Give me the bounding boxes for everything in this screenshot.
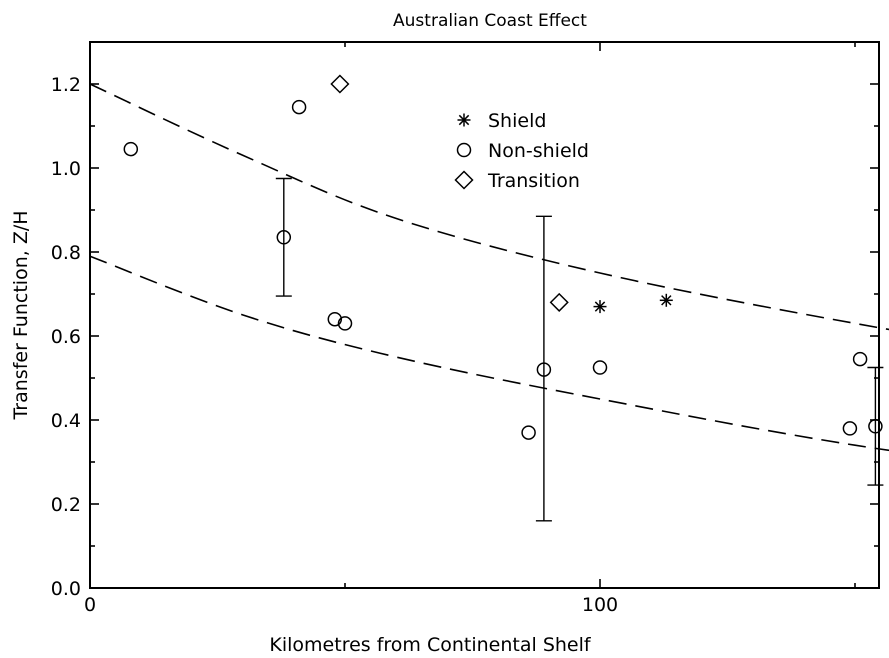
circle-point	[327, 311, 343, 327]
series-shield	[593, 293, 673, 314]
x-tick-label: 0	[84, 594, 96, 616]
legend-marker	[456, 142, 472, 158]
circle-point	[276, 230, 292, 245]
diamond-point	[330, 74, 350, 94]
legend-label: Shield	[488, 110, 546, 132]
legend-label: Non-shield	[488, 140, 589, 162]
axes: 01002003004000.00.20.40.60.81.01.2	[51, 41, 879, 616]
circle-point	[852, 351, 868, 367]
y-tick-label: 0.2	[51, 494, 81, 516]
plot-frame	[89, 41, 880, 589]
error-bar	[867, 366, 884, 486]
y-tick-label: 0.4	[51, 410, 81, 432]
legend-item-shield: Shield	[457, 110, 546, 132]
y-tick-label: 1.0	[51, 158, 81, 180]
y-tick-label: 0.0	[51, 578, 81, 600]
asterisk-stroke	[458, 114, 470, 126]
circle-point	[337, 316, 353, 331]
y-tick-label: 1.2	[51, 74, 81, 96]
circle-point	[868, 419, 883, 434]
legend-label: Transition	[487, 170, 580, 192]
diamond-point	[549, 292, 569, 312]
chart-title: Australian Coast Effect	[393, 11, 587, 31]
asterisk-point	[659, 293, 673, 307]
asterisk-point	[593, 300, 607, 314]
circle-point	[592, 360, 608, 375]
series-transition	[330, 74, 569, 312]
circle-point	[536, 362, 552, 377]
upper-bound-curve	[89, 83, 889, 331]
y-tick-label: 0.8	[51, 242, 81, 264]
legend-marker	[457, 113, 471, 127]
error-bar	[275, 177, 292, 297]
circle-point	[842, 421, 858, 436]
y-axis-label: Transfer Function, Z/H	[10, 210, 32, 420]
error-bar	[535, 215, 552, 522]
series-non-shield	[123, 99, 883, 440]
circle-point	[123, 141, 139, 157]
lower-bound-curve	[89, 255, 889, 452]
legend-marker	[454, 170, 474, 190]
circle-point	[521, 425, 536, 440]
asterisk-stroke	[661, 295, 672, 306]
x-tick-label: 100	[582, 594, 618, 616]
legend-item-non-shield: Non-shield	[456, 140, 589, 162]
y-tick-label: 0.6	[51, 326, 81, 348]
error-bars	[275, 177, 884, 522]
legend-item-transition: Transition	[454, 170, 580, 192]
circle-point	[291, 99, 307, 115]
legend: Shield Non-shield Transition	[454, 110, 589, 192]
x-axis-label: Kilometres from Continental Shelf	[269, 634, 591, 656]
fit-curves	[89, 83, 889, 452]
data-points	[123, 74, 883, 440]
asterisk-stroke	[594, 301, 606, 312]
